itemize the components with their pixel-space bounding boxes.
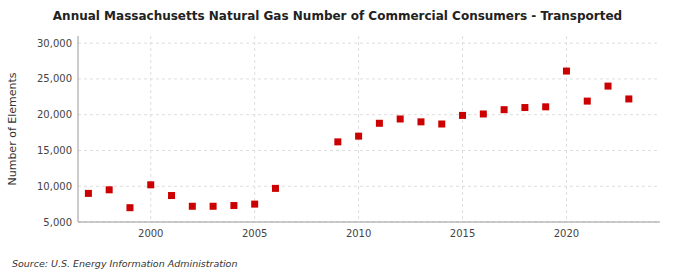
x-tick-label: 2005 [242,228,267,239]
point [126,204,133,211]
point [459,112,466,119]
point [147,181,154,188]
y-axis-line [78,36,79,222]
point [397,115,404,122]
point [168,192,175,199]
x-axis-line [78,222,660,223]
y-grid-line [78,222,660,223]
y-tick-label: 30,000 [37,38,72,49]
point [438,120,445,127]
point [480,110,487,117]
points [85,68,632,212]
y-tick-label: 20,000 [37,109,72,120]
annotation: Source: U.S. Energy Information Administ… [12,258,237,269]
grid [78,36,660,222]
y-grid-line [78,150,660,151]
x-grid-line [566,36,567,222]
point [272,185,279,192]
x-grid-line [150,36,151,222]
y-tick-label: 5,000 [43,217,72,228]
point [417,118,424,125]
y-grid-line [78,114,660,115]
y-axis-label: Number of Elements [6,72,19,185]
y-tick-label: 25,000 [37,73,72,84]
point [521,104,528,111]
y-tick-label: 10,000 [37,181,72,192]
point [210,203,217,210]
point [189,203,196,210]
x-tick-label: 2010 [346,228,371,239]
x-grid-line [358,36,359,222]
point [230,202,237,209]
x-grid-line [254,36,255,222]
y-grid-line [78,186,660,187]
x-grid-line [462,36,463,222]
point [106,186,113,193]
y-grid-line [78,43,660,44]
y-grid-line [78,78,660,79]
point [251,201,258,208]
point [355,133,362,140]
point [376,120,383,127]
point [563,68,570,75]
point [501,106,508,113]
point [605,83,612,90]
x-tick-label: 2015 [450,228,475,239]
point [85,190,92,197]
point [584,98,591,105]
point [625,95,632,102]
x-tick-label: 2020 [554,228,579,239]
point [542,103,549,110]
title: Annual Massachusetts Natural Gas Number … [53,9,622,23]
y-tick-label: 15,000 [37,145,72,156]
x-tick-label: 2000 [138,228,163,239]
point [334,138,341,145]
chart: Annual Massachusetts Natural Gas Number … [0,0,675,275]
